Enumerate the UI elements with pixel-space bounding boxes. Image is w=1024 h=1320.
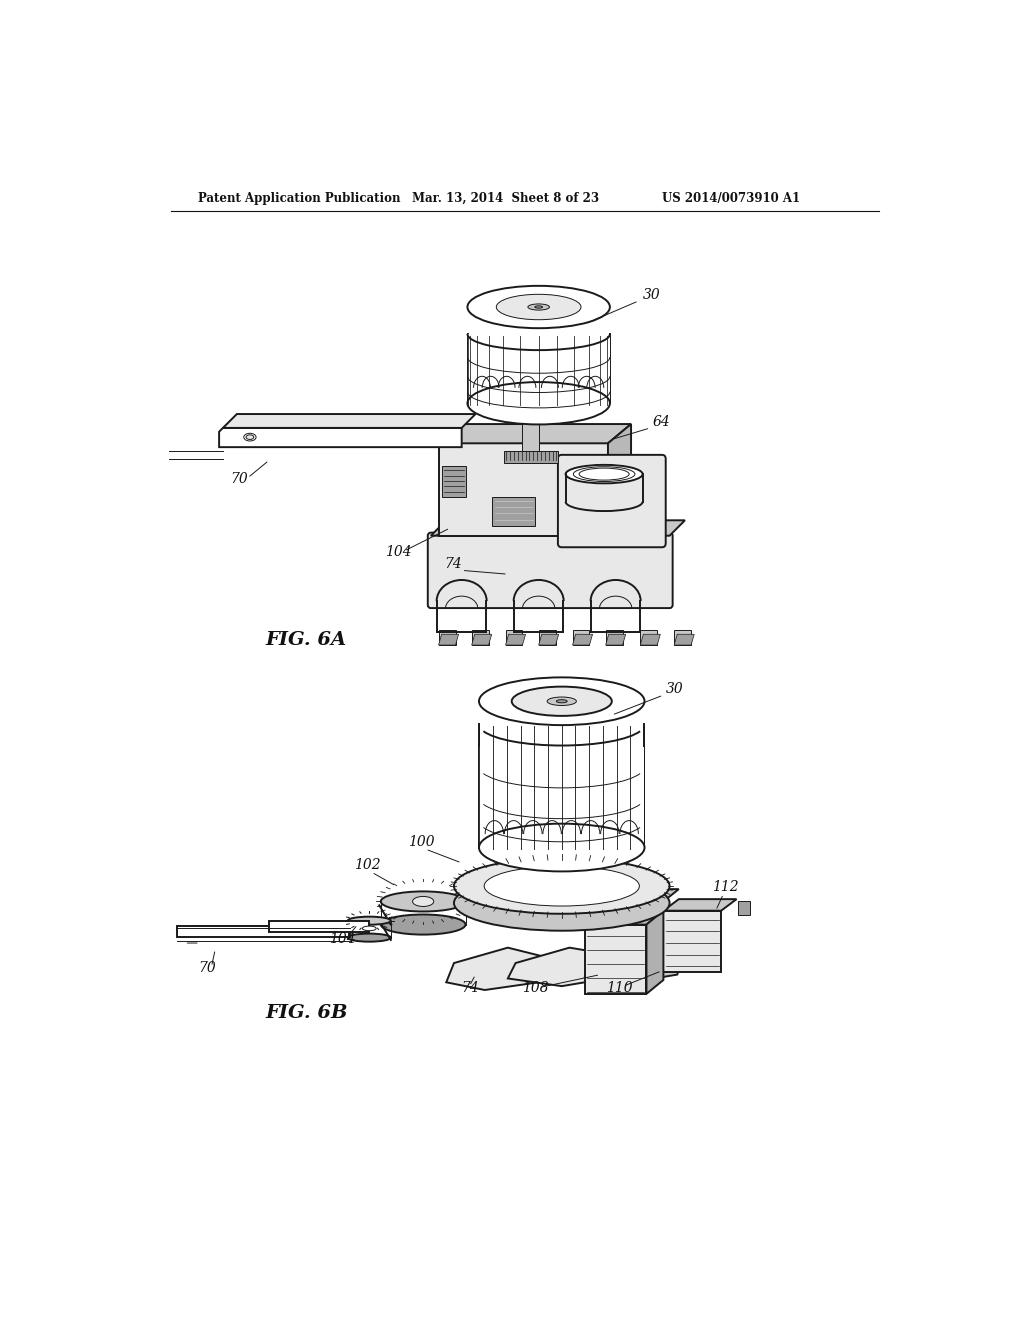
- Ellipse shape: [548, 846, 575, 854]
- Ellipse shape: [246, 434, 254, 440]
- Polygon shape: [508, 948, 615, 986]
- Bar: [472, 630, 488, 645]
- Bar: [605, 630, 623, 645]
- Ellipse shape: [467, 286, 610, 329]
- Bar: [738, 900, 750, 915]
- Polygon shape: [640, 635, 660, 645]
- Ellipse shape: [381, 915, 466, 935]
- Polygon shape: [646, 911, 664, 994]
- Bar: [674, 630, 691, 645]
- Polygon shape: [585, 911, 664, 924]
- Ellipse shape: [547, 697, 577, 705]
- Polygon shape: [664, 899, 736, 911]
- Polygon shape: [223, 414, 475, 428]
- FancyBboxPatch shape: [438, 444, 608, 536]
- Text: 112: 112: [712, 879, 738, 894]
- Text: 74: 74: [444, 557, 463, 572]
- Polygon shape: [608, 424, 631, 536]
- Ellipse shape: [454, 858, 670, 913]
- Text: 30: 30: [666, 682, 683, 696]
- Ellipse shape: [348, 916, 391, 925]
- Polygon shape: [539, 635, 559, 645]
- Bar: [539, 630, 556, 645]
- Bar: [506, 630, 522, 645]
- Text: 70: 70: [230, 473, 249, 486]
- FancyBboxPatch shape: [479, 747, 644, 847]
- Ellipse shape: [497, 294, 581, 319]
- Polygon shape: [605, 635, 626, 645]
- Text: 30: 30: [643, 288, 660, 301]
- Bar: [585, 924, 646, 994]
- FancyBboxPatch shape: [428, 533, 673, 609]
- Polygon shape: [572, 635, 593, 645]
- Ellipse shape: [512, 686, 611, 715]
- Ellipse shape: [528, 304, 550, 310]
- Polygon shape: [674, 635, 694, 645]
- Text: FIG. 6A: FIG. 6A: [265, 631, 346, 648]
- Text: US 2014/0073910 A1: US 2014/0073910 A1: [662, 191, 800, 205]
- Ellipse shape: [244, 433, 256, 441]
- Bar: [438, 630, 456, 645]
- Polygon shape: [431, 520, 685, 536]
- Ellipse shape: [556, 700, 567, 702]
- Text: 104: 104: [385, 545, 412, 558]
- Text: 102: 102: [354, 858, 381, 873]
- Ellipse shape: [348, 933, 391, 941]
- Text: 74: 74: [462, 981, 479, 994]
- Ellipse shape: [454, 875, 670, 931]
- Polygon shape: [469, 890, 679, 902]
- Bar: [269, 921, 370, 932]
- FancyBboxPatch shape: [468, 334, 609, 404]
- Text: 110: 110: [605, 981, 632, 994]
- Text: Patent Application Publication: Patent Application Publication: [199, 191, 400, 205]
- Ellipse shape: [479, 824, 644, 871]
- Text: 64: 64: [652, 414, 671, 429]
- Polygon shape: [506, 635, 525, 645]
- Polygon shape: [219, 428, 462, 447]
- Polygon shape: [472, 635, 492, 645]
- Text: 100: 100: [408, 836, 434, 849]
- Polygon shape: [585, 944, 685, 982]
- Ellipse shape: [362, 927, 376, 931]
- FancyBboxPatch shape: [558, 455, 666, 548]
- Ellipse shape: [467, 381, 610, 425]
- Bar: [572, 630, 590, 645]
- Bar: [493, 498, 535, 527]
- Bar: [177, 927, 350, 937]
- Text: 70: 70: [199, 961, 216, 975]
- Text: 108: 108: [521, 981, 548, 995]
- Polygon shape: [438, 424, 631, 444]
- Ellipse shape: [479, 677, 644, 725]
- Text: FIG. 6B: FIG. 6B: [265, 1005, 348, 1022]
- Ellipse shape: [484, 866, 639, 906]
- Ellipse shape: [413, 896, 434, 907]
- Text: Mar. 13, 2014  Sheet 8 of 23: Mar. 13, 2014 Sheet 8 of 23: [412, 191, 599, 205]
- Ellipse shape: [548, 878, 575, 886]
- Ellipse shape: [565, 465, 643, 483]
- Polygon shape: [504, 451, 558, 462]
- Polygon shape: [438, 635, 459, 645]
- Ellipse shape: [535, 306, 543, 308]
- Text: 104: 104: [330, 932, 356, 946]
- Ellipse shape: [381, 891, 466, 912]
- Bar: [640, 630, 657, 645]
- Bar: [664, 911, 721, 973]
- Polygon shape: [446, 948, 554, 990]
- Bar: [442, 466, 466, 498]
- Bar: [522, 405, 540, 451]
